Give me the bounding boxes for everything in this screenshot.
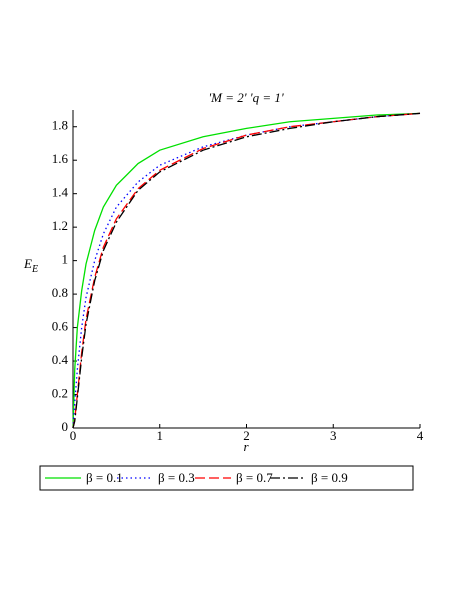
series-line bbox=[72, 112, 421, 429]
y-tick-label: 1.8 bbox=[52, 118, 68, 133]
y-label-main: E bbox=[23, 256, 32, 271]
chart-title: 'M = 2' 'q = 1' bbox=[208, 90, 283, 105]
y-tick-label: 0.8 bbox=[52, 285, 68, 300]
x-tick-label: 0 bbox=[70, 428, 77, 443]
x-axis-label: r bbox=[243, 439, 249, 454]
series-line bbox=[72, 112, 421, 429]
x-tick-label: 3 bbox=[330, 428, 337, 443]
legend-label: β = 0.3 bbox=[158, 470, 195, 485]
legend-label: β = 0.1 bbox=[86, 470, 123, 485]
y-tick-label: 1.2 bbox=[52, 218, 68, 233]
y-tick-label: 1 bbox=[62, 252, 69, 267]
series-line bbox=[72, 112, 421, 429]
y-tick-label: 1.4 bbox=[52, 185, 69, 200]
y-tick-label: 1.6 bbox=[52, 151, 69, 166]
y-tick-label: 0.4 bbox=[52, 352, 69, 367]
x-tick-label: 2 bbox=[243, 428, 250, 443]
y-label-sub: E bbox=[31, 264, 38, 275]
y-tick-label: 0.2 bbox=[52, 386, 68, 401]
x-tick-label: 1 bbox=[157, 428, 164, 443]
y-tick-label: 0 bbox=[62, 419, 69, 434]
series-line bbox=[72, 112, 421, 429]
x-tick-label: 4 bbox=[417, 428, 424, 443]
y-axis-label: EE bbox=[23, 256, 38, 275]
y-tick-label: 0.6 bbox=[52, 319, 69, 334]
legend-label: β = 0.9 bbox=[311, 470, 348, 485]
legend-box bbox=[39, 465, 414, 491]
legend-label: β = 0.7 bbox=[236, 470, 273, 485]
